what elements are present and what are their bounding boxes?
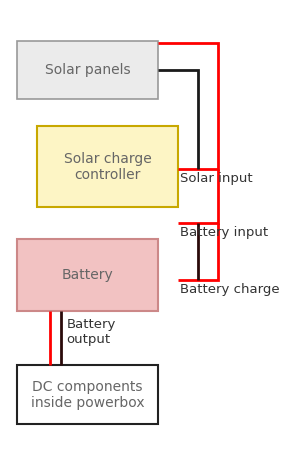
Text: Battery
output: Battery output <box>67 318 116 346</box>
Bar <box>17 365 158 424</box>
Text: Battery charge: Battery charge <box>180 283 279 296</box>
Text: Solar panels: Solar panels <box>45 63 130 77</box>
Text: Battery input: Battery input <box>180 226 268 239</box>
Text: Solar input: Solar input <box>180 172 252 185</box>
Bar <box>37 126 178 207</box>
Text: Solar charge
controller: Solar charge controller <box>64 152 151 182</box>
Text: DC components
inside powerbox: DC components inside powerbox <box>31 380 145 410</box>
Bar <box>17 239 158 311</box>
Bar <box>17 41 158 99</box>
Text: Battery: Battery <box>62 268 113 282</box>
